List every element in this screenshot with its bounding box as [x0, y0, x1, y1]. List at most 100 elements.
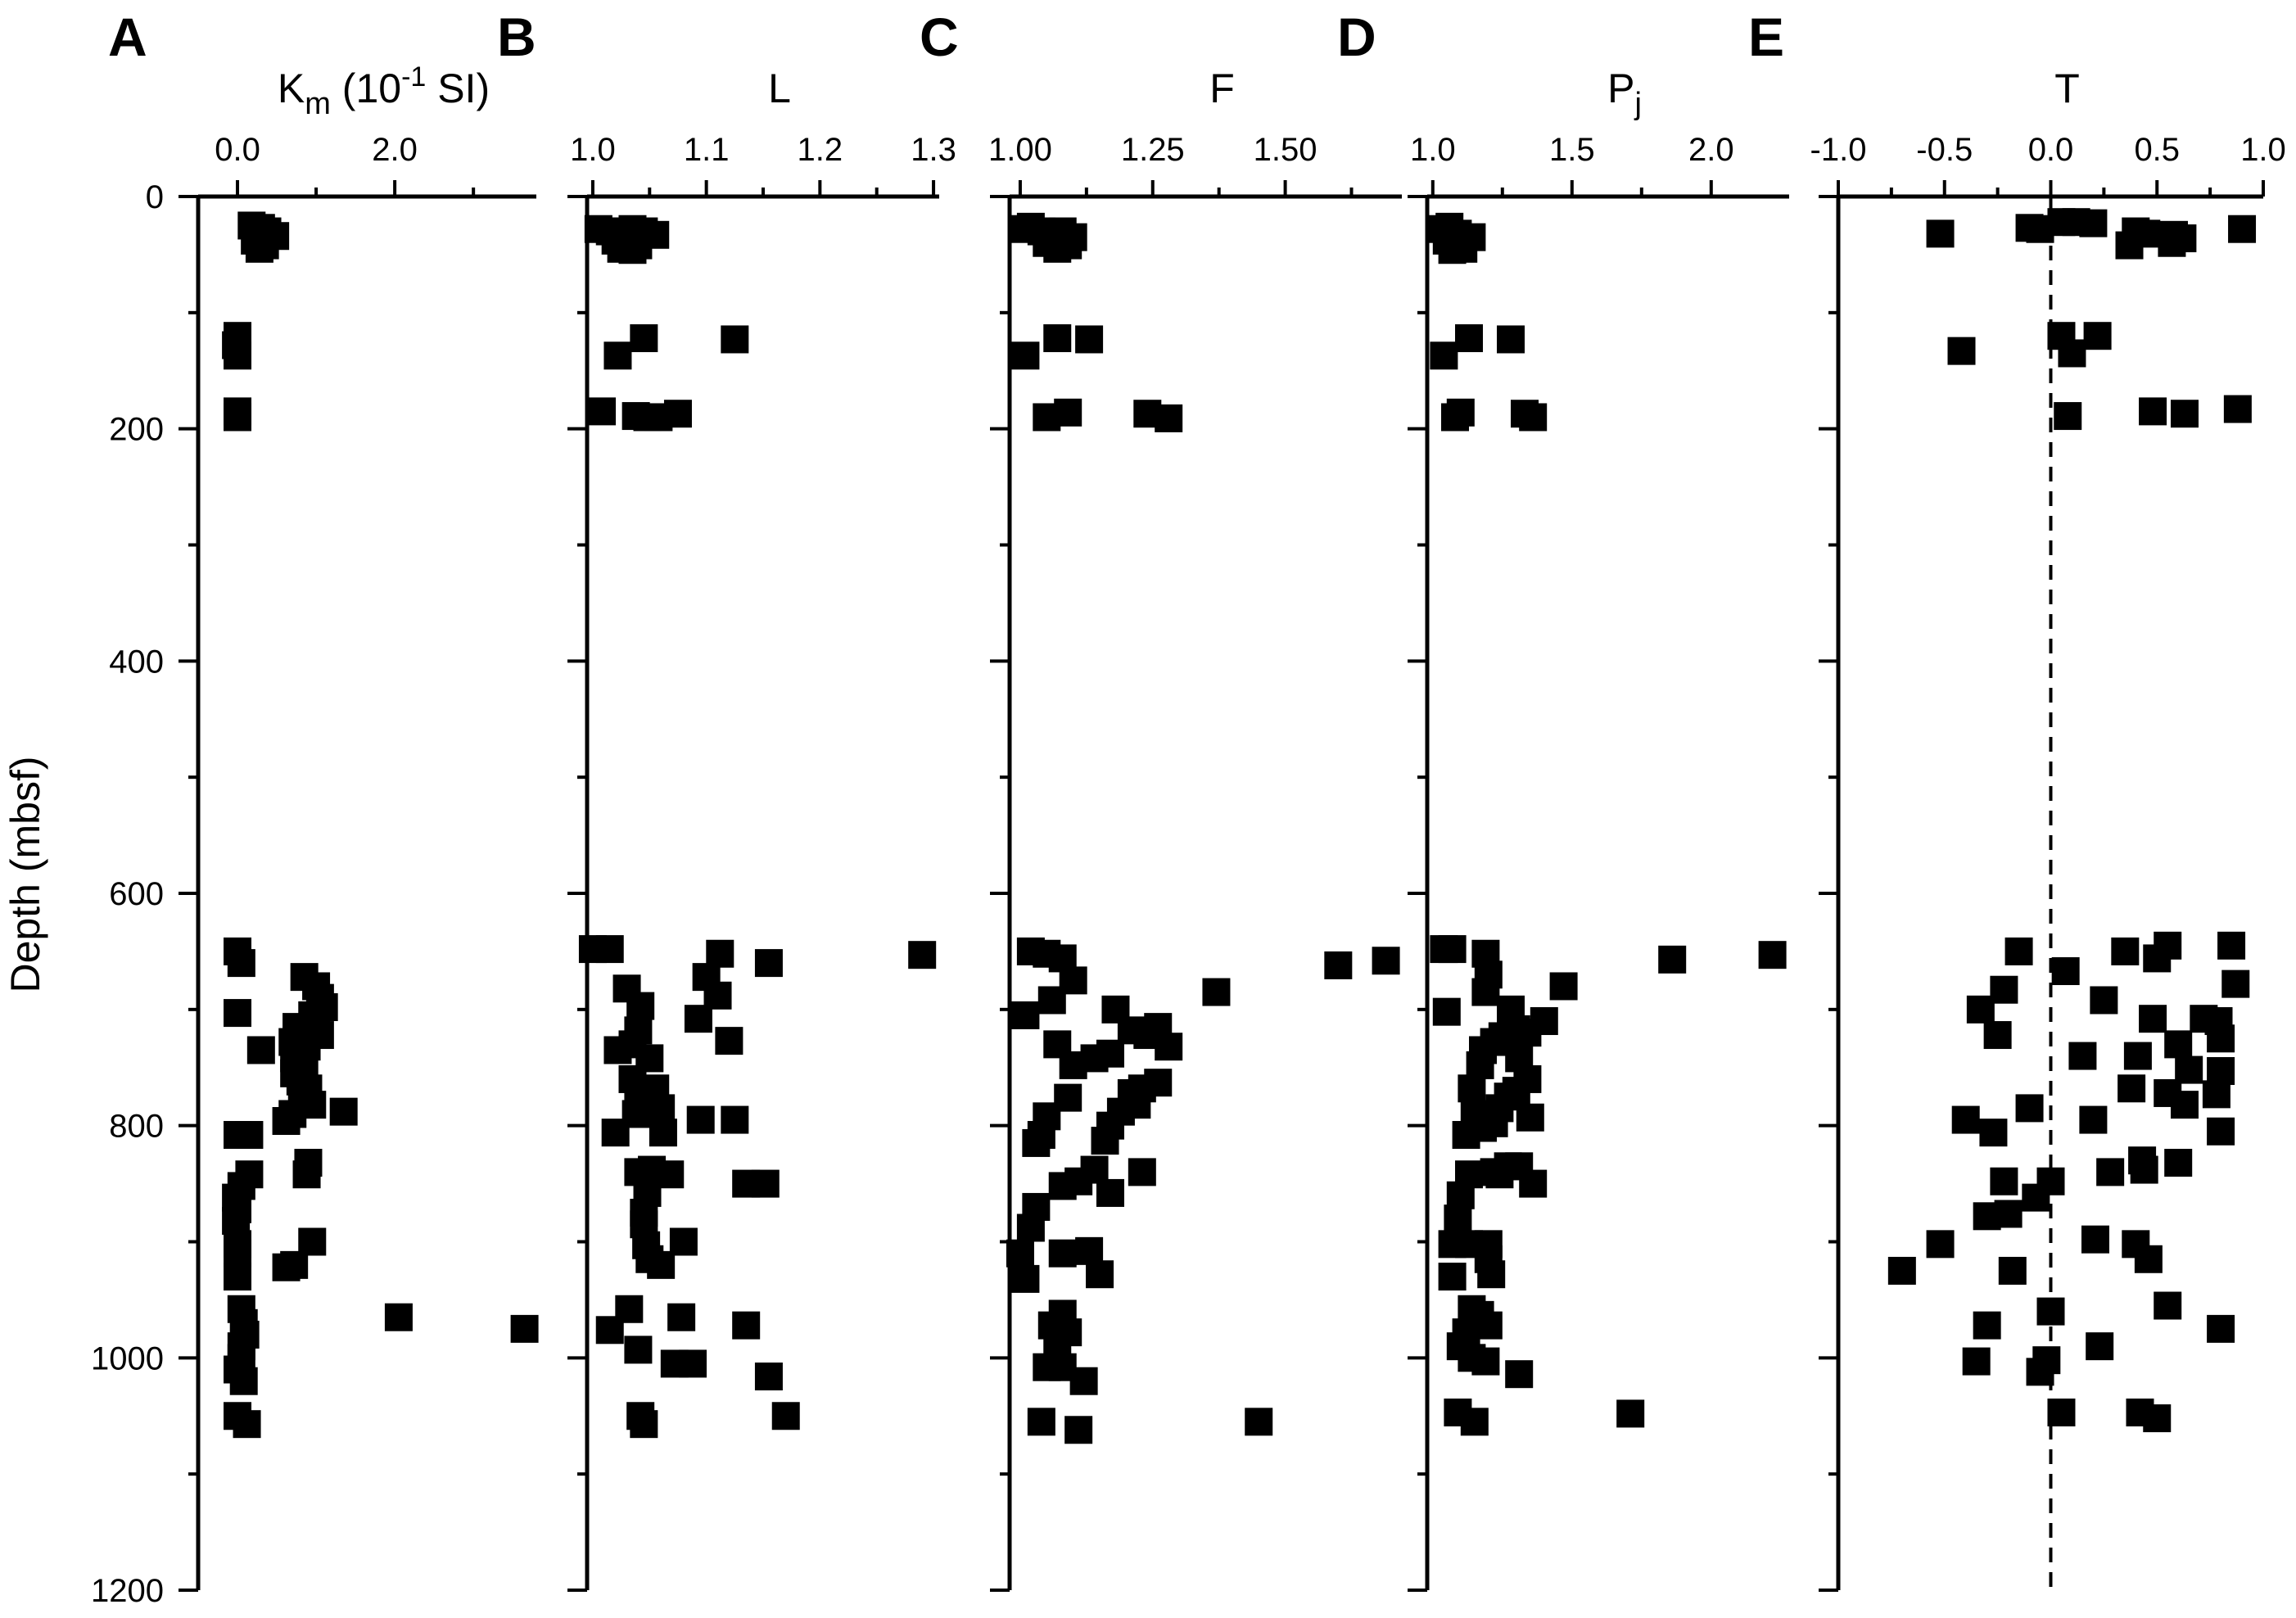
data-point — [630, 1410, 658, 1439]
data-point — [649, 1119, 677, 1147]
data-point — [2004, 937, 2033, 965]
x-tick-label: 1.5 — [1549, 132, 1595, 168]
data-point — [1758, 941, 1787, 969]
data-point — [1027, 1408, 1055, 1436]
data-point — [1549, 972, 1578, 1001]
data-point — [2079, 1105, 2108, 1134]
data-point — [224, 999, 252, 1028]
data-point — [2207, 1314, 2235, 1343]
data-point — [1485, 1160, 1514, 1189]
data-point — [1043, 1330, 1072, 1358]
x-tick-label: 0.5 — [2134, 132, 2180, 168]
x-tick-label: 1.25 — [1121, 132, 1185, 168]
data-point — [706, 939, 734, 968]
data-point — [1438, 935, 1467, 964]
data-point — [2221, 969, 2250, 998]
data-point — [224, 403, 252, 432]
data-point — [721, 325, 749, 354]
data-point — [1069, 1367, 1098, 1395]
y-tick-label: 800 — [109, 1109, 164, 1145]
x-axis-title: T — [2054, 66, 2080, 111]
data-point — [2154, 1291, 2182, 1320]
panel-letter: A — [108, 7, 147, 67]
y-tick-label: 600 — [109, 876, 164, 912]
data-point — [2111, 937, 2140, 965]
data-point — [1444, 1204, 1472, 1233]
data-point — [1616, 1399, 1645, 1428]
data-point — [2223, 395, 2252, 423]
data-point — [2228, 215, 2257, 243]
data-point — [224, 1239, 252, 1268]
y-tick-label: 1000 — [91, 1340, 164, 1376]
data-point — [679, 1349, 707, 1378]
data-point — [703, 981, 732, 1010]
data-point — [1430, 341, 1458, 370]
data-point — [2158, 228, 2186, 257]
y-axis-ticks: 0 200 400 600 800 1000 1200 — [91, 179, 164, 1609]
data-point — [2115, 231, 2144, 260]
data-point — [2139, 397, 2167, 426]
data-point — [1460, 1408, 1489, 1436]
x-tick-label: 1.1 — [684, 132, 730, 168]
data-point — [1452, 1121, 1480, 1150]
panel-d: D Pj 1.0 1.5 2.0 — [1337, 7, 1789, 1592]
data-point — [595, 1316, 624, 1345]
data-point — [1497, 325, 1525, 354]
data-point — [1048, 1239, 1077, 1268]
data-point — [684, 1005, 712, 1033]
data-point — [667, 1303, 696, 1331]
data-point — [246, 1036, 275, 1064]
series-markers — [1427, 212, 1787, 1436]
data-point — [1926, 1230, 1955, 1259]
data-point — [1966, 995, 1995, 1024]
data-point — [1983, 1021, 2012, 1050]
data-point — [1016, 1214, 1045, 1242]
data-point — [2123, 1042, 2152, 1070]
data-point — [1926, 219, 1955, 248]
data-point — [1505, 1360, 1534, 1389]
data-point — [1128, 1158, 1156, 1186]
y-tick-label: 0 — [146, 179, 164, 215]
data-point — [1990, 975, 2018, 1004]
data-point — [2164, 1149, 2193, 1177]
data-point — [272, 1106, 301, 1135]
data-point — [2015, 1094, 2044, 1123]
data-point — [908, 941, 937, 969]
data-point — [603, 341, 632, 370]
x-axis-title: F — [1209, 66, 1235, 111]
data-point — [647, 1094, 676, 1123]
panel-letter: E — [1748, 7, 1784, 67]
data-point — [2090, 986, 2118, 1015]
x-tick-label: 2.0 — [372, 132, 418, 168]
series-markers — [578, 215, 937, 1439]
data-point — [1519, 403, 1548, 432]
data-point — [1973, 1311, 2001, 1340]
data-point — [1086, 1260, 1114, 1289]
data-point — [224, 1263, 252, 1291]
data-point — [2051, 957, 2080, 986]
data-point — [2047, 1398, 2076, 1426]
data-point — [1962, 1347, 1991, 1376]
data-point — [2036, 1297, 2065, 1326]
data-point — [222, 1206, 251, 1235]
data-point — [2096, 1158, 2125, 1186]
data-point — [2026, 1358, 2054, 1386]
data-point — [1075, 1236, 1104, 1265]
data-point — [1022, 1128, 1051, 1157]
data-point — [630, 324, 658, 353]
data-point — [721, 1105, 749, 1134]
data-point — [2117, 1074, 2146, 1103]
panel-e: E T -1.0 -0.5 0.0 0.5 1.0 — [1748, 7, 2286, 1592]
data-point — [2217, 931, 2246, 960]
data-point — [1951, 1105, 1980, 1134]
data-point — [2202, 1080, 2230, 1109]
data-point — [2164, 1030, 2193, 1059]
data-point — [1947, 337, 1976, 365]
data-point — [601, 1119, 630, 1147]
x-tick-label: -1.0 — [1810, 132, 1867, 168]
data-point — [1054, 231, 1082, 260]
x-tick-label: 1.0 — [2240, 132, 2286, 168]
data-point — [1446, 1181, 1475, 1209]
data-point — [771, 1402, 800, 1430]
